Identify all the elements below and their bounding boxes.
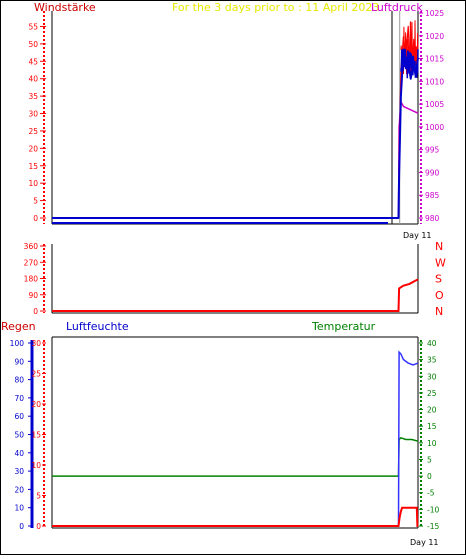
panel1-right-tick-label: 990 [425, 168, 440, 177]
panel1-right-tick-label: 1005 [425, 100, 444, 109]
panel1-left-tick-label: 5 [33, 197, 38, 206]
series-windrichtung [52, 278, 419, 312]
panel2-left-tick-label: 180 [24, 275, 39, 284]
panel3-left-tick-label: 0 [19, 522, 24, 531]
panel3-middle-tick-label: 15 [31, 431, 41, 440]
panel3-right-tick-label: 5 [427, 455, 432, 464]
panel3-left-tick-label: 90 [14, 357, 24, 366]
left-axis-label-windstaerke: Windstärke [34, 1, 96, 14]
panel3-right-tick-label: 35 [427, 356, 437, 365]
middle-axis-label-luftfeuchte: Luftfeuchte [66, 320, 129, 333]
panel1-left-tick-label: 10 [28, 179, 38, 188]
panel2-right-tick-label: O [435, 289, 444, 302]
panel3-left-tick-label: 10 [14, 504, 24, 513]
panel2-right-tick-label: N [435, 305, 443, 318]
left-axis-label-regen: Regen [1, 320, 36, 333]
panel3-middle-tick-label: 25 [31, 370, 41, 379]
panel3-middle-tick-label: 10 [31, 461, 41, 470]
series-luftfeuchte [52, 350, 419, 527]
series-regen [52, 506, 419, 527]
panel1-left-tick-label: 50 [28, 40, 38, 49]
chart-title: For the 3 days prior to : 11 April 2023 [172, 1, 379, 14]
panel2-left-tick-label: 90 [28, 291, 38, 300]
panel3-right-tick-label: 30 [427, 372, 437, 381]
panel3-left-tick-label: 60 [14, 412, 24, 421]
panel2-left-tick-label: 0 [33, 307, 38, 316]
panel3-right-tick-label: 20 [427, 406, 437, 415]
panel2-right-tick-label: N [435, 240, 443, 253]
panel3-left-tick-label: 50 [14, 431, 24, 440]
panel3-left-tick-label: 70 [14, 394, 24, 403]
panel1-right-tick-label: 995 [425, 146, 440, 155]
panel1-right-tick-label: 1025 [425, 9, 444, 18]
panel3-right-tick-label: 25 [427, 389, 437, 398]
panel1-left-tick-label: 40 [28, 75, 38, 84]
panel3-right-tick-label: -10 [427, 505, 439, 514]
panel1-left-tick-label: 35 [28, 92, 38, 101]
panel3-right-tick-label: -15 [427, 522, 439, 531]
panel1-left-tick-label: 45 [28, 57, 38, 66]
panel3-middle-tick-label: 0 [36, 522, 41, 531]
panel1-right-tick-label: 1000 [425, 123, 444, 132]
panel3-middle-tick-label: 20 [31, 400, 41, 409]
panel1-right-tick-label: 985 [425, 191, 440, 200]
panel1-left-tick-label: 0 [33, 214, 38, 223]
panel1-left-tick-label: 15 [28, 162, 38, 171]
panel3-right-tick-label: 10 [427, 439, 437, 448]
panel1-left-tick-label: 20 [28, 144, 38, 153]
panel1-left-tick-label: 55 [28, 22, 38, 31]
panel3-left-tick-label: 80 [14, 376, 24, 385]
panel3-left-tick-label: 100 [10, 339, 25, 348]
panel3-middle-tick-label: 5 [36, 492, 41, 501]
right-axis-label-luftdruck: Luftdruck [371, 1, 423, 14]
panel3-right-tick-label: 40 [427, 339, 437, 348]
panel3-left-tick-label: 20 [14, 485, 24, 494]
panel1-left-tick-label: 25 [28, 127, 38, 136]
panel1-right-tick-label: 1015 [425, 55, 444, 64]
chart-marks: 0510152025303540455055980985990995100010… [10, 9, 446, 531]
panel1-right-tick-label: 980 [425, 214, 440, 223]
panel2-left-tick-label: 360 [24, 242, 39, 251]
panel3-left-tick-label: 40 [14, 449, 24, 458]
panel1-right-tick-label: 1010 [425, 77, 444, 86]
right-axis-label-temperatur: Temperatur [311, 320, 376, 333]
panel3-right-tick-label: 0 [427, 472, 432, 481]
panel2-right-tick-label: W [435, 256, 446, 269]
panel3-middle-tick-label: 30 [31, 339, 41, 348]
panel3-right-tick-label: -5 [427, 489, 435, 498]
panel3-left-tick-label: 30 [14, 467, 24, 476]
panel1-left-tick-label: 30 [28, 110, 38, 119]
panel2-right-tick-label: S [435, 273, 442, 286]
series-windstaerke-mittel-detail [400, 48, 419, 79]
panel2-left-tick-label: 270 [24, 258, 39, 267]
panel1-right-tick-label: 1020 [425, 32, 444, 41]
x-tick-label-day-11-top: Day 11 [403, 231, 432, 240]
x-tick-label-day-11-bottom: Day 11 [410, 538, 439, 547]
panel3-right-tick-label: 15 [427, 422, 437, 431]
